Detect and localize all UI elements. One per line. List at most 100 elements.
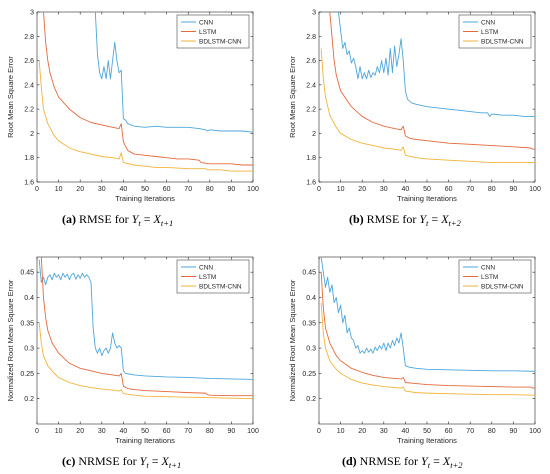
x-tick-label: 10 [337, 186, 345, 193]
caption-rhs: X [441, 212, 449, 226]
caption-metric: RMSE [79, 212, 112, 226]
chart-panel-1: 0 10 20 30 40 50 60 70 80 90 100 1.6 1.8 2 2.2 2.4 2.6 2.… [288, 10, 541, 204]
legend-label: CNN [199, 264, 213, 271]
legend-label: LSTM [199, 29, 216, 36]
legend-label: LSTM [481, 274, 498, 281]
x-tick-label: 0 [35, 186, 39, 193]
x-tick-label: 100 [247, 428, 259, 435]
x-tick-label: 90 [228, 186, 236, 193]
x-tick-label: 60 [445, 428, 453, 435]
x-tick-label: 80 [488, 428, 496, 435]
legend-label: LSTM [481, 29, 498, 36]
y-tick-label: 3 [30, 10, 34, 17]
legend-label: BDLSTM-CNN [481, 38, 524, 45]
y-tick-label: 0.4 [24, 295, 34, 302]
x-tick-label: 20 [76, 428, 84, 435]
x-tick-label: 60 [163, 428, 171, 435]
caption-rhs: X [153, 212, 161, 226]
caption-for: for [114, 212, 129, 226]
x-tick-label: 80 [488, 186, 496, 193]
caption-lhs: Y [419, 212, 427, 226]
series-line-lstm [320, 272, 535, 389]
caption-lhs: Y [139, 454, 147, 468]
y-tick-label: 2.8 [306, 34, 316, 41]
x-axis-label: Training Iterations [115, 436, 175, 445]
x-tick-label: 10 [337, 428, 345, 435]
x-tick-label: 60 [163, 186, 171, 193]
y-tick-label: 2.6 [24, 58, 34, 65]
chart-panel-2: 0 10 20 30 40 50 60 70 80 90 100 0.2 0.25 0.3 0.35 0.4 0… [6, 256, 259, 445]
series-lines [38, 257, 253, 400]
y-tick-label: 2 [30, 131, 34, 138]
y-axis-label: Normalized Root Mean Square Error [6, 279, 15, 401]
caption-b: (b) RMSE for Yt = Xt+2 [349, 212, 461, 228]
x-tick-label: 0 [317, 186, 321, 193]
y-tick-label: 0.45 [20, 270, 34, 277]
y-tick-label: 0.45 [302, 270, 316, 277]
x-tick-label: 90 [228, 428, 236, 435]
x-tick-label: 100 [529, 428, 541, 435]
x-tick-label: 40 [120, 428, 128, 435]
caption-metric: RMSE [366, 212, 400, 226]
x-tick-label: 10 [55, 186, 63, 193]
series-line-cnn [38, 259, 253, 380]
x-tick-label: 50 [141, 186, 149, 193]
y-tick-label: 2.2 [24, 107, 34, 114]
legend-label: BDLSTM-CNN [199, 283, 242, 290]
y-tick-label: 0.2 [24, 396, 34, 403]
x-tick-label: 60 [445, 186, 453, 193]
series-line-lstm [40, 257, 253, 397]
x-tick-label: 80 [206, 186, 214, 193]
x-tick-label: 30 [380, 186, 388, 193]
x-tick-label: 40 [402, 428, 410, 435]
caption-lhs-sub: t [146, 460, 149, 470]
y-tick-label: 3 [312, 10, 316, 17]
chart-panel-3: 0 10 20 30 40 50 60 70 80 90 100 0.2 0.25 0.3 0.35 0.4 0… [288, 256, 541, 445]
x-tick-label: 10 [55, 428, 63, 435]
caption-lhs-sub: t [138, 218, 141, 228]
caption-tag: (b) [349, 212, 364, 226]
series-lines [38, 12, 253, 172]
caption-metric: NRMSE [78, 454, 120, 468]
legend-label: CNN [481, 19, 495, 26]
series-line-cnn [320, 257, 535, 372]
caption-d: (d) NRMSE for Yt = Xt+2 [342, 454, 463, 470]
x-tick-label: 0 [35, 428, 39, 435]
caption-metric: NRMSE [359, 454, 402, 468]
legend-label: LSTM [199, 274, 216, 281]
caption-rhs-sub: t+1 [160, 218, 174, 228]
series-line-bdlstm-cnn [38, 322, 253, 400]
caption-rhs-sub: t+2 [448, 218, 461, 228]
y-tick-label: 0.35 [20, 320, 34, 327]
y-axis-label: Normalized Root Mean Square Error [288, 279, 297, 401]
series-line-cnn [337, 12, 535, 117]
y-tick-label: 2.2 [306, 107, 316, 114]
caption-a: (a) RMSE for Yt = Xt+1 [62, 212, 174, 228]
series-line-lstm [43, 12, 253, 166]
x-tick-label: 90 [510, 428, 518, 435]
caption-rhs: X [442, 454, 451, 468]
y-tick-label: 1.6 [24, 180, 34, 187]
series-line-cnn [94, 12, 253, 133]
y-tick-label: 0.3 [24, 346, 34, 353]
series-line-bdlstm-cnn [38, 60, 253, 172]
y-tick-label: 2.4 [306, 82, 316, 89]
caption-for: for [404, 454, 419, 468]
x-tick-label: 70 [466, 428, 474, 435]
caption-lhs: Y [131, 212, 139, 226]
y-tick-label: 1.8 [24, 155, 34, 162]
caption-rhs-sub: t+1 [168, 460, 182, 470]
series-line-bdlstm-cnn [320, 48, 535, 164]
y-tick-label: 0.4 [306, 295, 316, 302]
legend-label: BDLSTM-CNN [481, 283, 524, 290]
x-tick-label: 20 [358, 186, 366, 193]
x-tick-label: 70 [466, 186, 474, 193]
x-tick-label: 80 [206, 428, 214, 435]
x-tick-label: 50 [423, 428, 431, 435]
y-tick-label: 2.4 [24, 82, 34, 89]
legend-label: BDLSTM-CNN [199, 38, 242, 45]
caption-tag: (c) [62, 454, 76, 468]
x-tick-label: 0 [317, 428, 321, 435]
x-tick-label: 50 [141, 428, 149, 435]
